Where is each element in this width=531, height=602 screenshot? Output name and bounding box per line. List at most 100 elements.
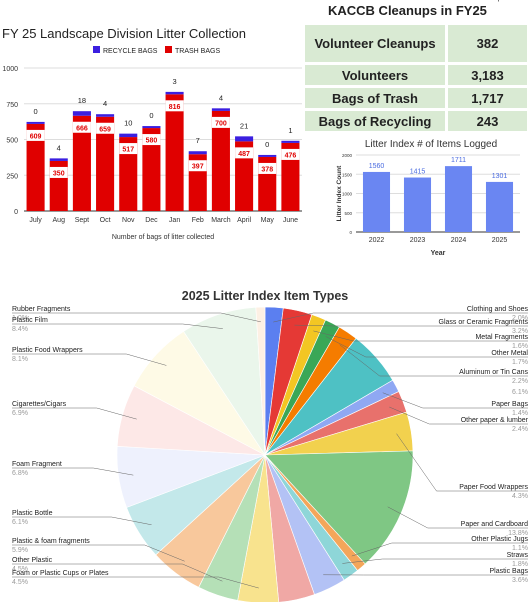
trash-data-label: 517 [122, 147, 134, 154]
trash-bar [142, 128, 161, 211]
x-tick-label: Jan [169, 217, 180, 224]
stat-label: Volunteer Cleanups [305, 25, 448, 62]
leader-line [387, 506, 528, 529]
recycle-data-label: 4 [103, 99, 107, 108]
recycle-bar [188, 151, 207, 155]
trash-bar [235, 141, 254, 211]
slice-percent-label: 1.6% [512, 343, 528, 350]
stat-value: 243 [448, 111, 527, 131]
trash-data-label: 816 [169, 104, 181, 111]
x-tick-label: 2022 [369, 237, 385, 244]
stat-value: 382 [448, 25, 527, 62]
slice-percent-label: 4.3% [512, 493, 528, 500]
slice-label: Paper and Cardboard [461, 521, 528, 528]
slice-label: Rubber Fragments [12, 306, 71, 313]
slice-percent-label: 4.5% [12, 579, 28, 586]
slice-percent-label: 1.4% [512, 410, 528, 417]
index-data-label: 1711 [451, 157, 466, 164]
leader-line [12, 544, 185, 562]
index-data-label: 1301 [492, 173, 508, 180]
trash-label-bg [96, 122, 115, 134]
x-tick-label: 2023 [410, 237, 426, 244]
trash-label-bg [26, 129, 45, 141]
index-data-label: 1560 [369, 163, 385, 170]
trash-data-label: 666 [76, 125, 88, 132]
stat-label: Volunteers [305, 65, 448, 85]
slice-percent-label: 6.1% [512, 389, 528, 396]
y-tick-label: 750 [6, 102, 18, 109]
y-tick-label: 1000 [342, 192, 353, 197]
leader-line [12, 323, 223, 329]
leader-line [313, 330, 528, 342]
recycle-data-label: 1 [288, 126, 292, 135]
recycle-bar [26, 121, 45, 124]
legend-recycle-label: RECYCLE BAGS [103, 48, 158, 55]
slice-label: Plastic Food Wrappers [12, 347, 83, 354]
slice-percent-label: 8.1% [12, 356, 28, 363]
y-axis-title: Litter Index Count [336, 165, 343, 221]
recycle-data-label: 21 [240, 121, 248, 130]
leader-line [12, 467, 134, 476]
slice-label: Plastic Bottle [12, 510, 53, 517]
slice-label: Paper Bags [491, 401, 528, 408]
index-bar [362, 171, 391, 232]
table-row: Bags of Recycling 243 [305, 111, 527, 131]
trash-bar [96, 116, 115, 211]
litter-index-title: Litter Index # of Items Logged [365, 139, 497, 150]
trash-data-label: 700 [215, 120, 227, 127]
stat-value: 3,183 [448, 65, 527, 85]
legend-swatch-recycle [93, 46, 100, 53]
table-row: Volunteer Cleanups 382 [305, 25, 527, 62]
leader-line [382, 392, 528, 409]
pie-slice [255, 306, 266, 456]
leader-line [12, 312, 261, 323]
slice-label: Metal Fragments [475, 334, 528, 341]
x-tick-label: July [29, 217, 42, 224]
trash-data-label: 609 [30, 133, 42, 140]
leader-line [325, 336, 528, 358]
legend-swatch-trash [165, 46, 172, 53]
trash-label-bg [235, 147, 254, 159]
slice-label: Straws [507, 552, 529, 559]
table-row: Volunteers 3,183 [305, 65, 527, 85]
y-tick-label: 1500 [342, 172, 353, 177]
trash-bar [119, 137, 138, 211]
recycle-bar [72, 111, 91, 116]
slice-percent-label: 6.9% [12, 410, 28, 417]
x-tick-label: June [283, 217, 298, 224]
leader-line [12, 563, 223, 582]
trash-data-label: 580 [146, 138, 158, 145]
slice-percent-label: 4.5% [12, 566, 28, 573]
y-tick-label: 0 [14, 209, 18, 216]
slice-percent-label: 1.7% [512, 359, 528, 366]
index-bar [485, 181, 514, 232]
trash-label-bg [142, 134, 161, 146]
slice-percent-label: 8.4% [12, 326, 28, 333]
x-tick-label: March [211, 217, 231, 224]
leader-line [12, 407, 137, 420]
slice-percent-label: 2.0% [512, 315, 528, 322]
trash-data-label: 378 [261, 166, 273, 173]
trash-data-label: 659 [99, 126, 111, 133]
recycle-data-label: 4 [57, 143, 61, 152]
x-axis-title: Year [431, 250, 446, 257]
trash-label-bg [49, 166, 68, 178]
slice-label: Foam or Plastic Cups or Plates [12, 570, 109, 577]
index-bar [444, 166, 473, 232]
slice-label: Clothing and Shoes [467, 306, 529, 313]
leader-line [273, 312, 528, 323]
trash-label-bg [258, 162, 277, 174]
slice-label: Cigarettes/Cigars [12, 401, 67, 408]
slice-label: Other Plastic Jugs [471, 536, 528, 543]
trash-data-label: 397 [192, 164, 204, 171]
trash-bar [165, 94, 184, 211]
index-data-label: 1415 [410, 169, 426, 176]
slice-percent-label: 2.4% [512, 426, 528, 433]
trash-label-bg [281, 148, 300, 160]
y-tick-label: 0 [349, 230, 352, 235]
index-bar [403, 177, 432, 232]
recycle-data-label: 7 [196, 136, 200, 145]
trash-bar [211, 110, 230, 211]
